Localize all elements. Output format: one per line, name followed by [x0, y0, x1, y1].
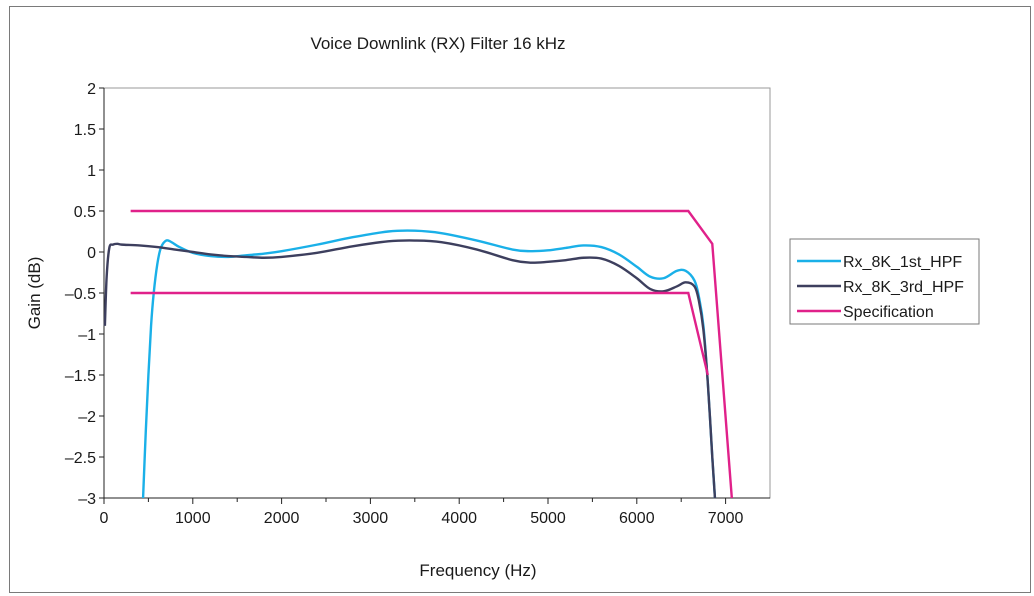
y-tick-label: –1.5	[65, 368, 96, 385]
series-line-specification-2	[130, 291, 710, 376]
x-tick-label: 2000	[264, 510, 300, 527]
x-tick-label: 1000	[175, 510, 211, 527]
y-tick-label: –2	[78, 409, 96, 426]
x-tick-label: 6000	[619, 510, 655, 527]
y-tick-label: –3	[78, 491, 96, 508]
y-tick-label: 2	[87, 81, 96, 98]
legend-label: Specification	[843, 304, 934, 321]
series-line-specification-1	[130, 209, 734, 499]
x-axis: 0 1000 2000 3000 4000 5000 6000 7000	[100, 497, 770, 527]
y-tick-label: –2.5	[65, 450, 96, 467]
y-axis: 2 1.5 1 0.5 0 –0.5 –1 –1.5 –2 –2.5 –3	[65, 81, 105, 508]
y-tick-label: 0.5	[74, 204, 96, 221]
series-line-rx-8k-3rd-hpf	[103, 239, 717, 499]
x-axis-label: Frequency (Hz)	[419, 561, 536, 580]
x-tick-label: 0	[100, 510, 109, 527]
y-axis-label: Gain (dB)	[25, 257, 44, 330]
y-tick-label: 0	[87, 245, 96, 262]
series-line-rx-8k-1st-hpf	[141, 229, 717, 499]
x-tick-label: 5000	[530, 510, 566, 527]
y-tick-label: –1	[78, 327, 96, 344]
chart-title: Voice Downlink (RX) Filter 16 kHz	[310, 34, 565, 53]
legend-box	[789, 238, 980, 325]
y-tick-label: 1.5	[74, 122, 96, 139]
legend-label: Rx_8K_3rd_HPF	[843, 279, 964, 296]
y-tick-label: 1	[87, 163, 96, 180]
legend-label: Rx_8K_1st_HPF	[843, 254, 962, 271]
y-tick-label: –0.5	[65, 286, 96, 303]
legend: Rx_8K_1st_HPF Rx_8K_3rd_HPF Specification	[789, 238, 980, 325]
x-tick-label: 4000	[441, 510, 477, 527]
series-layer	[103, 209, 734, 499]
x-tick-label: 3000	[353, 510, 389, 527]
x-tick-label: 7000	[708, 510, 744, 527]
